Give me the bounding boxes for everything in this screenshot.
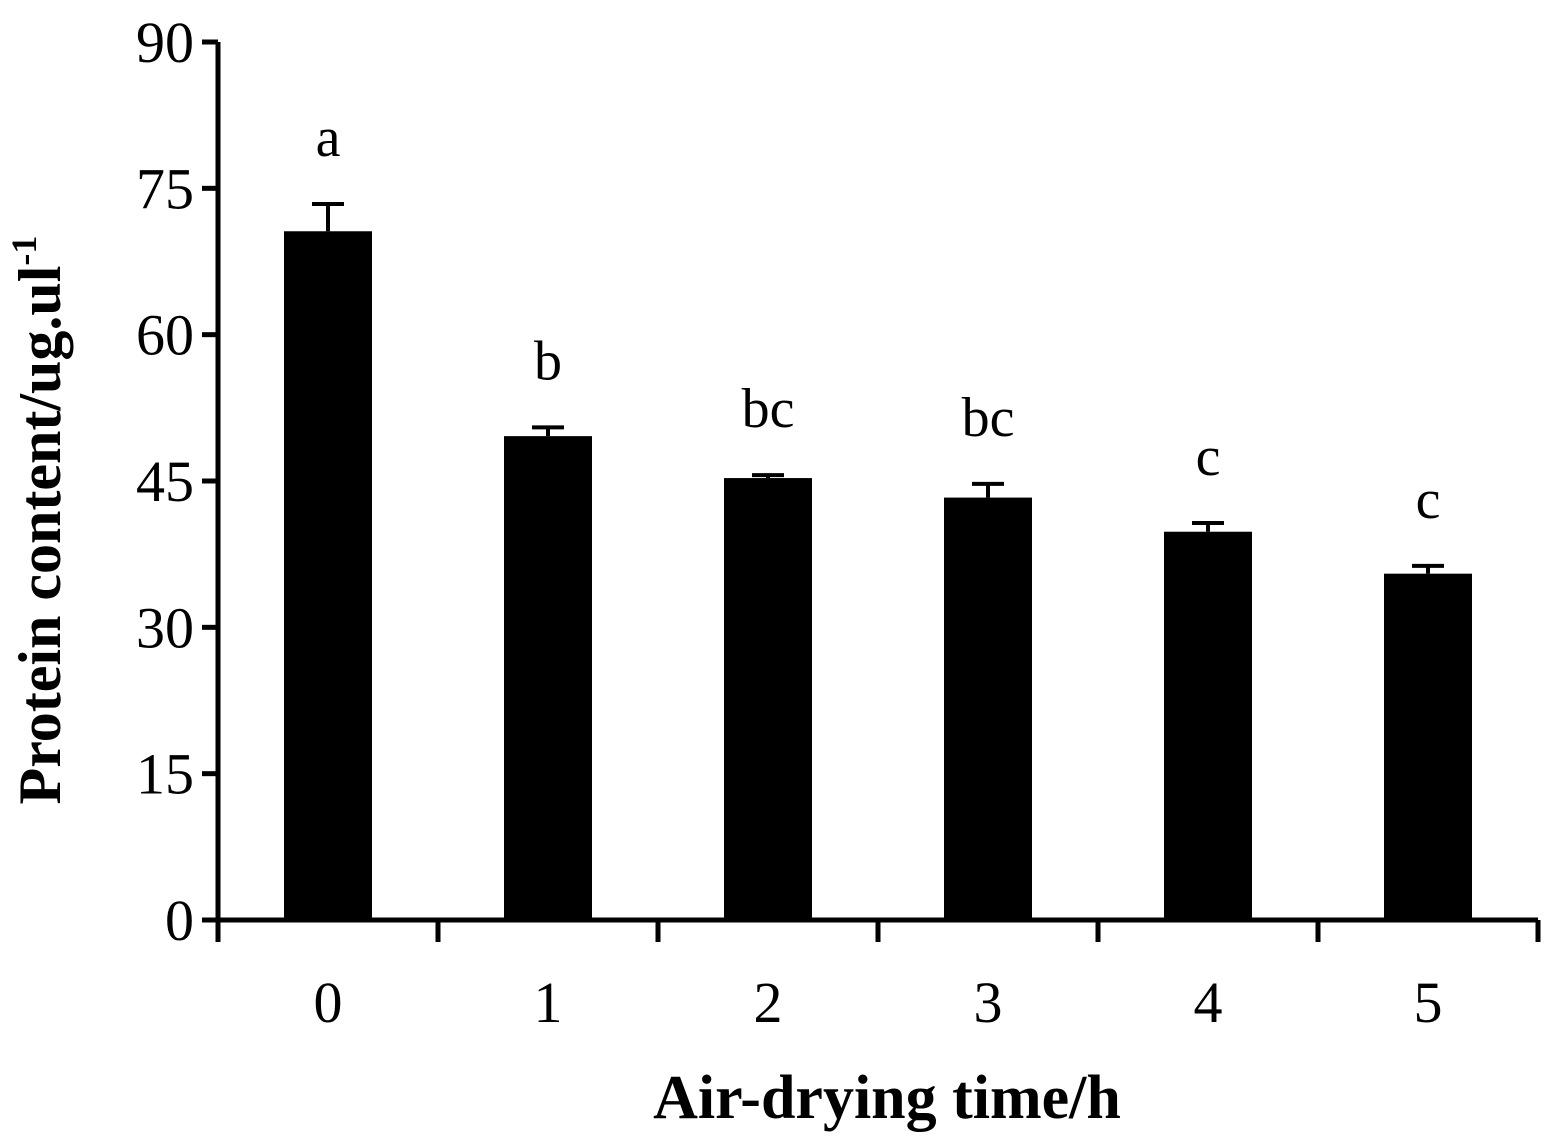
significance-label: b <box>534 330 562 392</box>
error-bars <box>312 201 1444 574</box>
y-tick-label: 90 <box>136 10 194 75</box>
significance-label: bc <box>962 387 1015 449</box>
bar <box>1384 573 1472 920</box>
x-axis-title: Air-drying time/h <box>653 1064 1121 1132</box>
y-tick-label: 15 <box>136 742 194 807</box>
x-tick-label: 1 <box>534 970 563 1035</box>
bar <box>1164 531 1252 920</box>
x-tick-label: 0 <box>314 970 343 1035</box>
x-tick-label: 5 <box>1414 970 1443 1035</box>
bar <box>944 497 1032 920</box>
y-axis-ticks: 0 15 30 45 60 75 90 <box>136 10 218 953</box>
x-tick-label: 2 <box>754 970 783 1035</box>
significance-label: bc <box>742 378 795 440</box>
x-tick-label: 4 <box>1194 970 1223 1035</box>
y-axis-title-main: Protein content/ug.ul <box>7 266 73 805</box>
significance-label: c <box>1416 469 1441 531</box>
significance-labels: a b bc bc c c <box>316 107 1441 531</box>
bars <box>284 231 1472 920</box>
y-tick-label: 60 <box>136 303 194 368</box>
y-tick-label: 0 <box>165 888 194 953</box>
bar <box>724 478 812 920</box>
y-axis-title-superscript: -1 <box>4 236 44 266</box>
y-tick-label: 30 <box>136 595 194 660</box>
y-axis-title: Protein content/ug.ul-1 <box>4 236 73 805</box>
y-tick-label: 45 <box>136 449 194 514</box>
significance-label: a <box>316 107 341 169</box>
x-axis-ticks: 0 1 2 3 4 5 <box>215 920 1541 1035</box>
bar <box>284 231 372 920</box>
bar <box>504 436 592 920</box>
significance-label: c <box>1196 426 1221 488</box>
x-tick-label: 3 <box>974 970 1003 1035</box>
y-tick-label: 75 <box>136 156 194 221</box>
